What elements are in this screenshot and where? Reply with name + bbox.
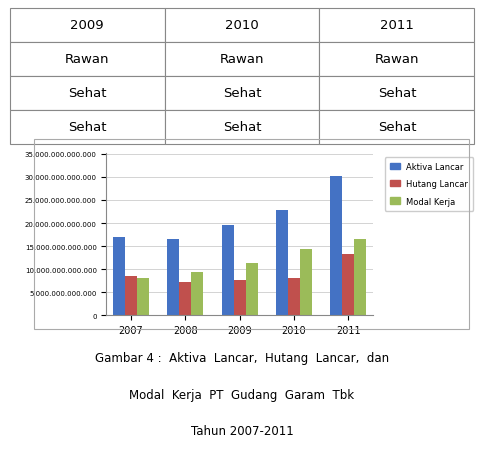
Legend: Aktiva Lancar, Hutang Lancar, Modal Kerja: Aktiva Lancar, Hutang Lancar, Modal Kerj… [385, 157, 473, 211]
Bar [125, 276, 137, 316]
Bar [113, 237, 125, 316]
Bar [137, 278, 149, 316]
Bar [234, 280, 245, 316]
Text: Modal  Kerja  PT  Gudang  Garam  Tbk: Modal Kerja PT Gudang Garam Tbk [129, 388, 355, 400]
Bar [330, 177, 342, 316]
Bar [354, 239, 366, 316]
Bar [288, 278, 300, 316]
Text: Tahun 2007-2011: Tahun 2007-2011 [191, 424, 293, 437]
Text: Gambar 4 :  Aktiva  Lancar,  Hutang  Lancar,  dan: Gambar 4 : Aktiva Lancar, Hutang Lancar,… [95, 351, 389, 364]
Bar [245, 264, 257, 316]
Bar [300, 250, 312, 316]
Bar [191, 273, 203, 316]
Bar [179, 282, 191, 316]
Bar [167, 239, 179, 316]
Bar [342, 254, 354, 316]
Bar [276, 211, 288, 316]
Bar [222, 226, 234, 316]
